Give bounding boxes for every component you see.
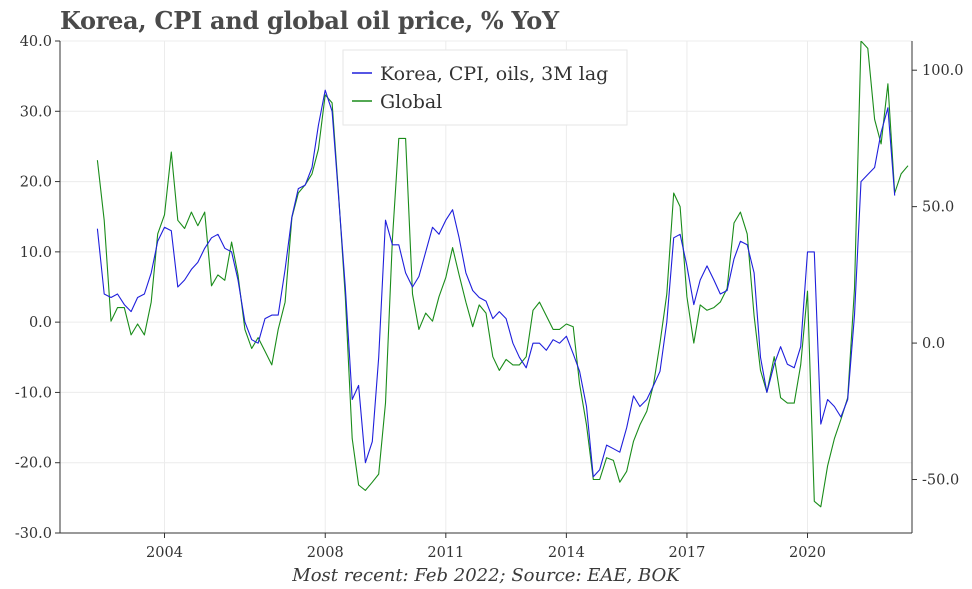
y-tick-label-right: 0.0: [922, 336, 945, 352]
y-tick-label-left: -20.0: [15, 456, 52, 472]
series-line-global: [96, 41, 909, 508]
legend-label-korea: Korea, CPI, oils, 3M lag: [380, 63, 608, 85]
x-tick-label: 2014: [548, 545, 585, 561]
legend-label-global: Global: [380, 91, 442, 113]
y-tick-label-right: 50.0: [922, 200, 954, 216]
y-tick-label-left: 40.0: [20, 34, 52, 50]
chart-title: Korea, CPI and global oil price, % YoY: [60, 6, 559, 35]
y-tick-label-left: 20.0: [20, 175, 52, 191]
x-tick-label: 2004: [146, 545, 183, 561]
legend-box: [342, 49, 628, 126]
y-tick-label-right: 100.0: [922, 63, 964, 79]
x-tick-label: 2011: [427, 545, 464, 561]
y-tick-label-left: 10.0: [20, 245, 52, 261]
x-tick-label: 2008: [307, 545, 344, 561]
y-tick-label-left: 30.0: [20, 104, 52, 120]
y-tick-label-right: -50.0: [922, 473, 959, 489]
y-tick-label-left: -10.0: [15, 385, 52, 401]
source-note: Most recent: Feb 2022; Source: EAE, BOK: [292, 565, 680, 586]
legend: Korea, CPI, oils, 3M lag Global: [342, 49, 628, 126]
series-layer: [96, 41, 909, 508]
y-tick-label-left: -30.0: [15, 526, 52, 542]
x-tick-label: 2017: [668, 545, 705, 561]
y-tick-label-left: 0.0: [29, 315, 52, 331]
x-tick-label: 2020: [789, 545, 826, 561]
axes: 40.0 30.0 20.0 10.0 0.0 -10.0 -20.0 -30.0 100.0 5…: [15, 34, 964, 561]
series-line-korea-cpi: [96, 89, 896, 478]
